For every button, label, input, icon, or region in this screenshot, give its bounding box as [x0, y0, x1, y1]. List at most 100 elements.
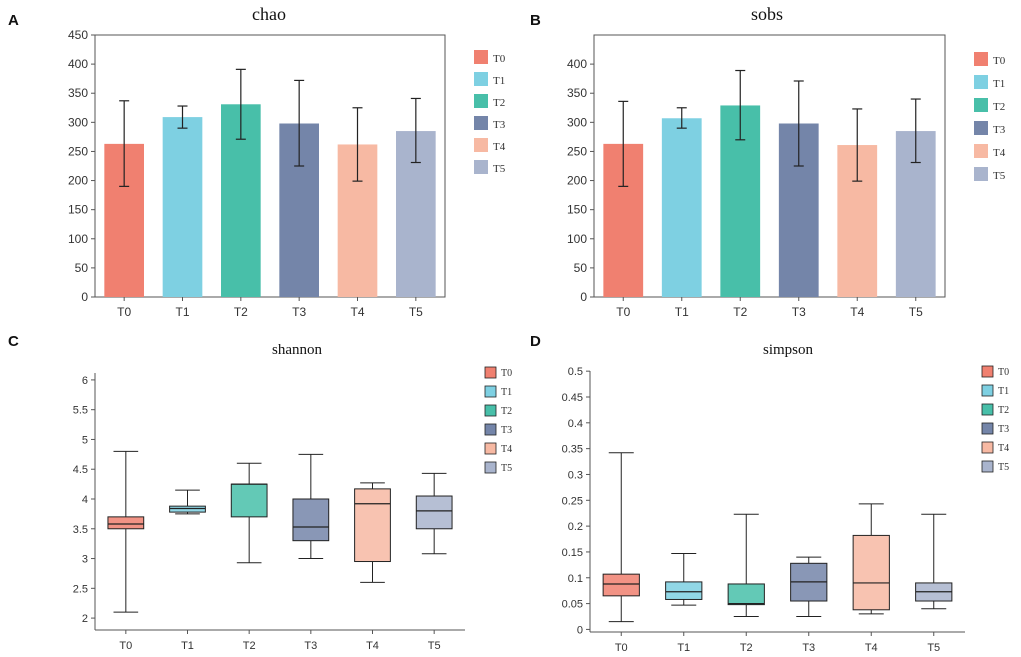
y-tick-label: 50 — [75, 261, 89, 275]
x-tick-label: T3 — [792, 305, 806, 319]
panel-a: A chao 0 50 100 150 200 250 300 350 400 450 T0 T1 T2… — [8, 4, 506, 319]
legend-swatch — [484, 442, 497, 455]
y-tick-label: 0.2 — [568, 521, 583, 533]
y-tick-label: 0.45 — [562, 392, 583, 404]
y-tick-label: 150 — [567, 203, 587, 217]
legend-swatch — [474, 138, 488, 152]
legend-label: T2 — [493, 97, 505, 109]
box-t0 — [107, 516, 145, 530]
box-t2 — [727, 583, 765, 606]
panel-d: D simpson 00.050.10.150.20.250.30.350.40… — [530, 333, 1009, 654]
legend-swatch — [484, 423, 497, 436]
legend-label: T0 — [993, 55, 1006, 67]
x-tick-label: T1 — [675, 305, 689, 319]
y-tick-label: 50 — [574, 261, 588, 275]
legend-label: T0 — [998, 367, 1009, 378]
y-tick-label: 0.1 — [568, 573, 583, 585]
y-tick-label: 300 — [68, 115, 88, 129]
y-tick-label: 5.5 — [73, 405, 88, 417]
x-tick-label: T2 — [733, 305, 747, 319]
y-tick-label: 0.4 — [568, 418, 583, 430]
chart-title: simpson — [763, 342, 814, 358]
x-tick-label: T5 — [428, 640, 441, 652]
y-tick-label: 200 — [567, 174, 587, 188]
chart-title: sobs — [751, 4, 783, 24]
x-tick-label: T4 — [366, 640, 379, 652]
x-tick-label: T4 — [350, 305, 364, 319]
legend-label: T1 — [993, 78, 1005, 90]
x-tick-label: T4 — [865, 642, 878, 654]
legend-swatch — [484, 461, 497, 474]
y-tick-label: 400 — [68, 57, 88, 71]
legend-label: T2 — [993, 101, 1005, 113]
legend-swatch — [474, 72, 488, 86]
legend: T0 T1 T2 T3 T4 T5 — [981, 365, 1009, 473]
box-t4 — [852, 534, 890, 611]
bar-t1 — [162, 117, 203, 298]
x-tick-label: T2 — [243, 640, 256, 652]
legend: T0 T1 T2 T3 T4 T5 — [974, 52, 1006, 182]
y-tick-label: 4 — [82, 494, 88, 506]
legend-swatch — [484, 385, 497, 398]
y-tick-label: 250 — [68, 144, 88, 158]
y-tick-label: 0.15 — [562, 547, 583, 559]
legend-swatch — [981, 422, 994, 435]
panel-letter: C — [8, 333, 19, 350]
panel-letter: B — [530, 12, 541, 29]
x-tick-label: T2 — [740, 642, 753, 654]
legend: T0 T1 T2 T3 T4 T5 — [484, 366, 512, 474]
box-t0 — [602, 573, 640, 597]
legend-label: T4 — [501, 444, 512, 455]
y-tick-label: 5 — [82, 434, 88, 446]
x-tick-label: T1 — [181, 640, 194, 652]
x-tick-label: T5 — [927, 642, 940, 654]
y-tick-label: 6 — [82, 375, 88, 387]
y-tick-label: 100 — [567, 232, 587, 246]
legend-label: T0 — [493, 53, 506, 65]
x-tick-label: T5 — [909, 305, 923, 319]
legend-label: T5 — [993, 170, 1006, 182]
legend-label: T5 — [493, 163, 506, 175]
box-t5 — [415, 495, 453, 530]
box-t1 — [665, 581, 703, 600]
y-tick-label: 0.25 — [562, 495, 583, 507]
legend-label: T2 — [501, 406, 512, 417]
legend-label: T1 — [493, 75, 505, 87]
x-tick-label: T1 — [677, 642, 690, 654]
y-tick-label: 0 — [580, 290, 587, 304]
y-tick-label: 0 — [577, 624, 583, 636]
legend-swatch — [974, 52, 988, 66]
legend-label: T3 — [993, 124, 1006, 136]
legend-label: T5 — [501, 463, 512, 474]
x-tick-label: T0 — [615, 642, 628, 654]
legend-swatch — [981, 365, 994, 378]
x-tick-label: T5 — [409, 305, 423, 319]
legend-swatch — [981, 403, 994, 416]
legend-swatch — [974, 167, 988, 181]
y-tick-label: 400 — [567, 57, 587, 71]
plot-frame — [593, 34, 946, 298]
legend-swatch — [474, 50, 488, 64]
y-tick-label: 3 — [82, 554, 88, 566]
legend-label: T4 — [993, 147, 1006, 159]
legend-swatch — [974, 144, 988, 158]
x-tick-label: T2 — [234, 305, 248, 319]
chart-title: shannon — [272, 342, 322, 358]
legend-swatch — [484, 366, 497, 379]
y-tick-label: 300 — [567, 115, 587, 129]
legend-label: T1 — [501, 387, 512, 398]
legend: T0 T1 T2 T3 T4 T5 — [474, 50, 506, 175]
x-tick-label: T3 — [304, 640, 317, 652]
x-tick-label: T1 — [175, 305, 189, 319]
box-t4 — [354, 488, 391, 563]
legend-swatch — [474, 116, 488, 130]
legend-swatch — [981, 460, 994, 473]
x-tick-label: T0 — [616, 305, 630, 319]
legend-swatch — [484, 404, 497, 417]
legend-swatch — [474, 160, 488, 174]
legend-swatch — [974, 98, 988, 112]
legend-label: T5 — [998, 462, 1009, 473]
plot-area: 2 2.5 3 3.5 4 4.5 5 5.5 6 T0 T1 T2 T3 T4 T5 — [73, 373, 465, 652]
